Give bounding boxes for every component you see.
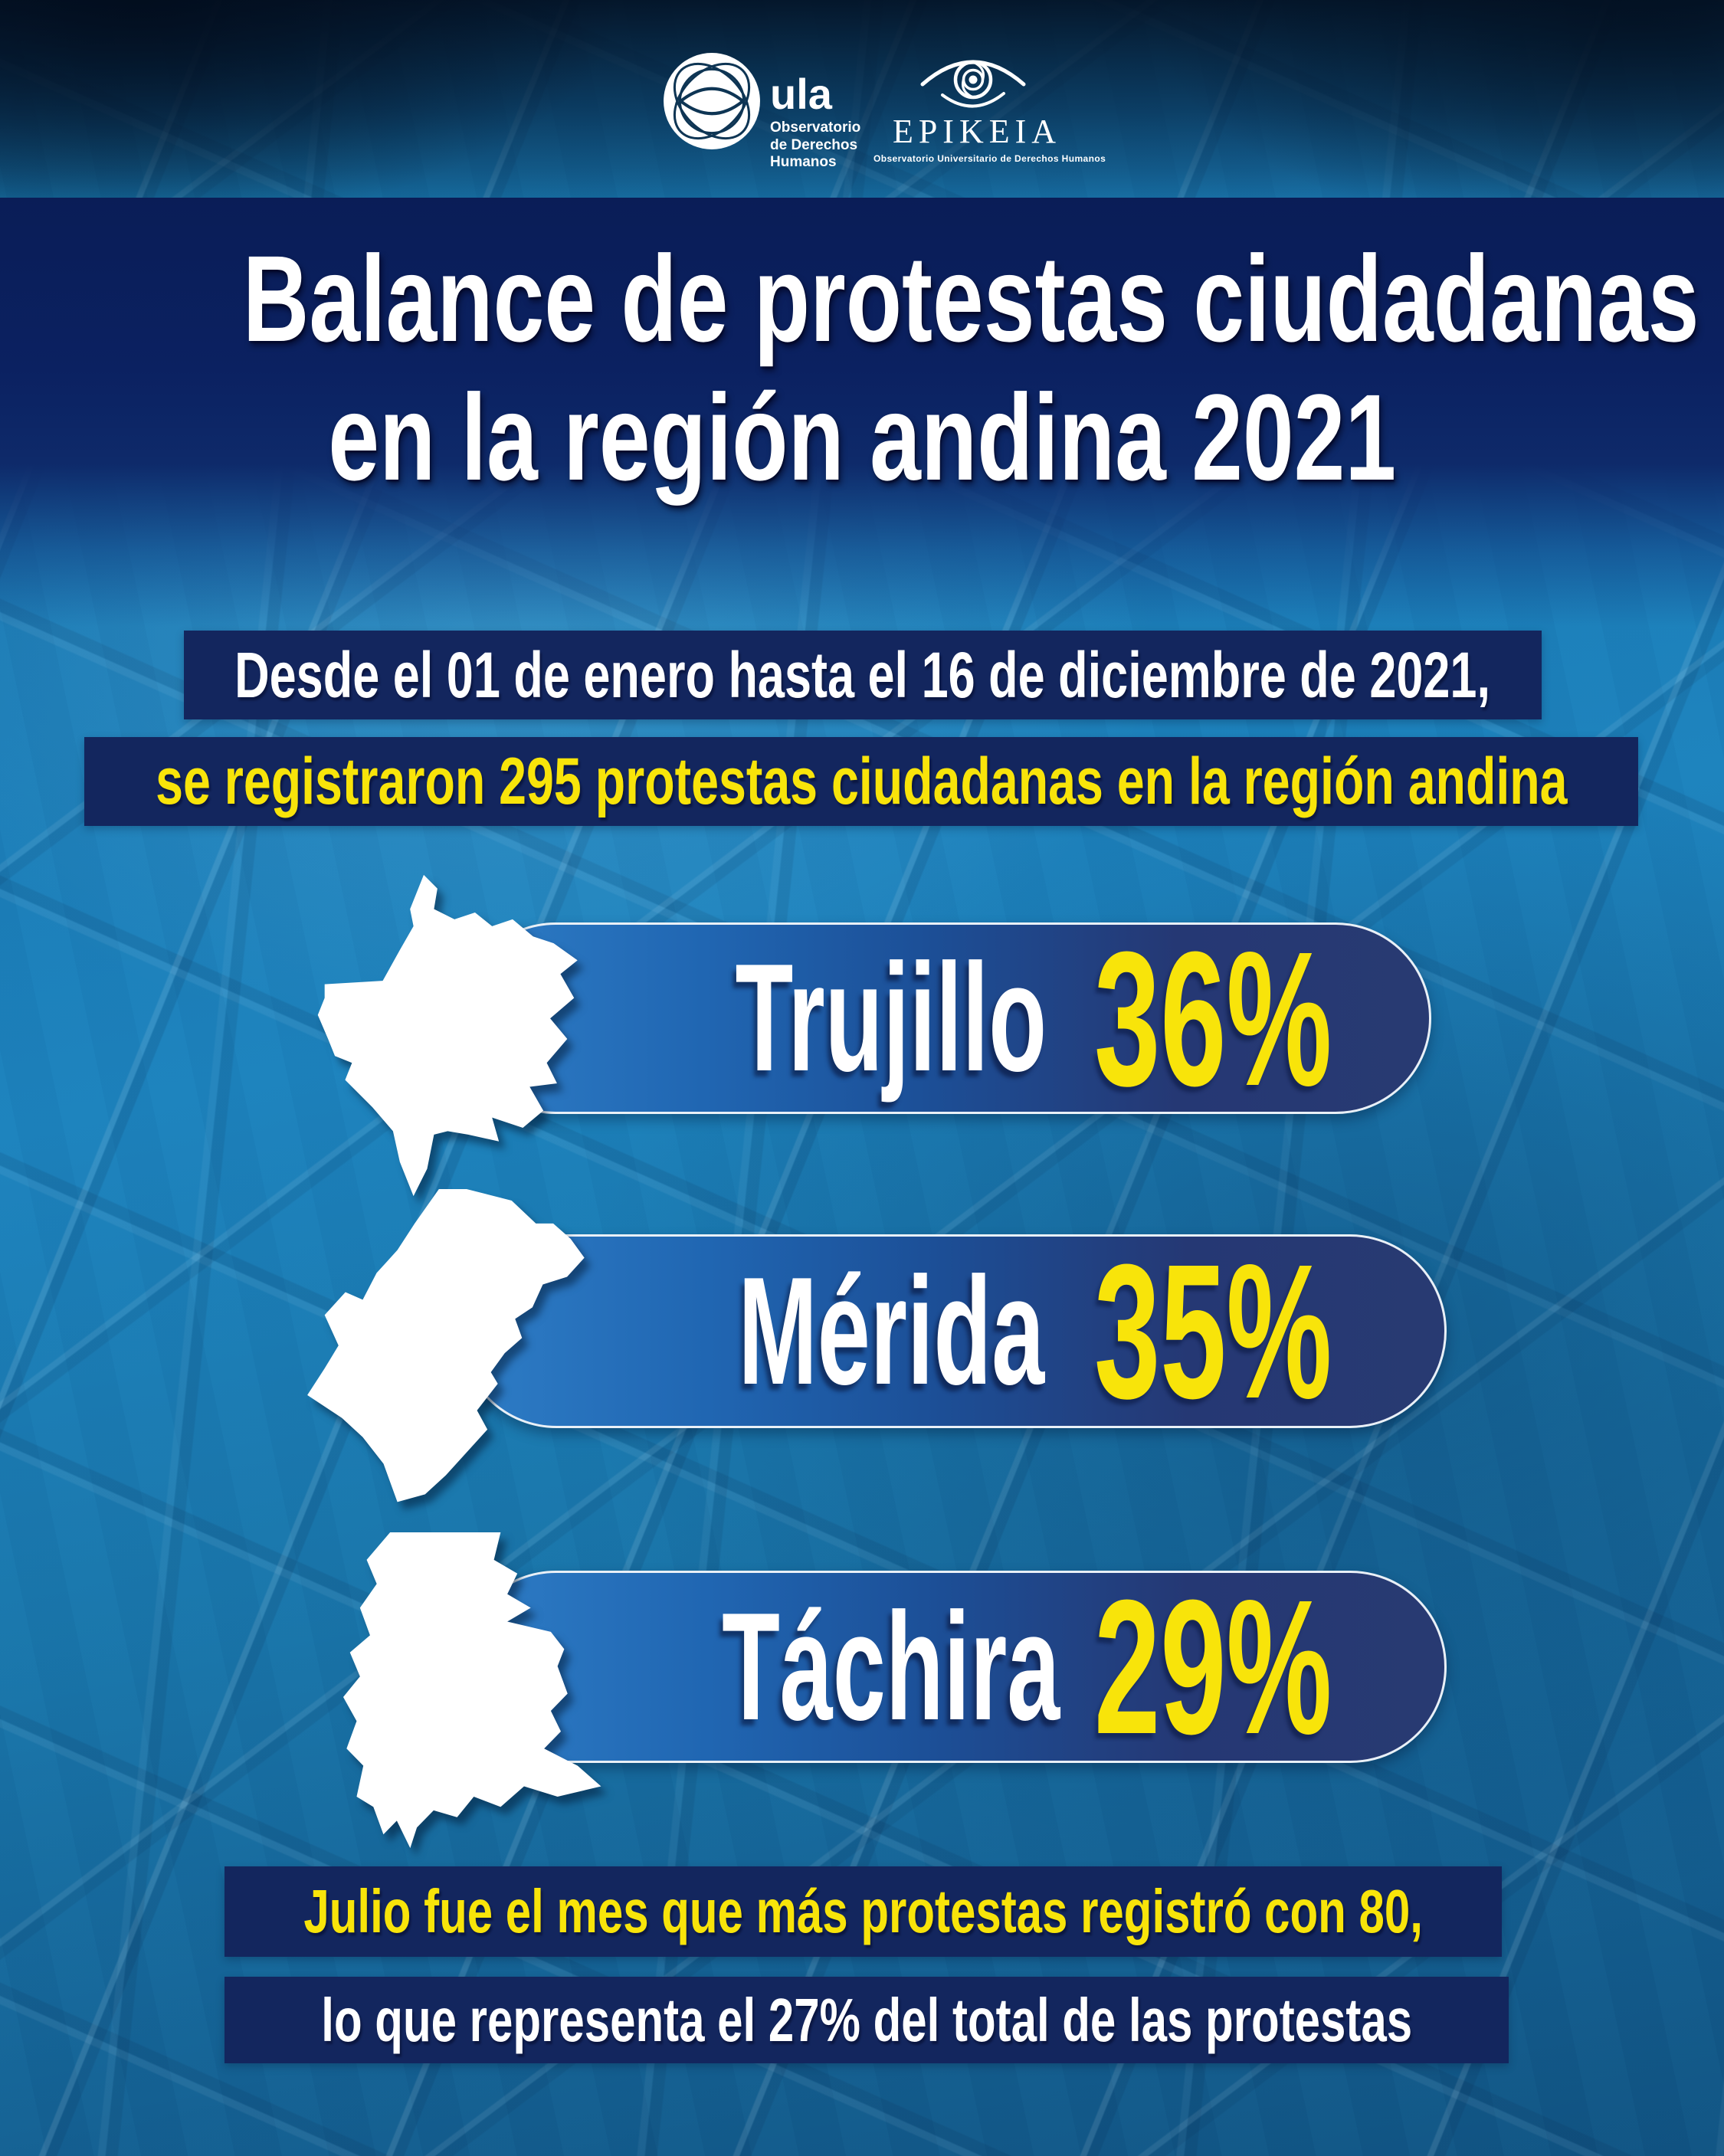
trujillo-map-silhouette xyxy=(297,868,639,1210)
epikeia-eye-icon xyxy=(916,48,1030,110)
title-line-1: Balance de protestas ciudadanas xyxy=(242,230,1699,367)
page-title: Balance de protestas ciudadanas en la re… xyxy=(0,230,1724,507)
epikeia-logo-subtitle: Observatorio Universitario de Derechos H… xyxy=(873,153,1106,164)
intro-text-dates: Desde el 01 de enero hasta el 16 de dici… xyxy=(234,638,1491,711)
footer-panel-share: lo que representa el 27% del total de la… xyxy=(225,1977,1509,2063)
footer-text-share: lo que representa el 27% del total de la… xyxy=(321,1985,1412,2054)
tachira-map-silhouette xyxy=(316,1532,651,1876)
ula-logo-subtitle: Observatorio de Derechos Humanos xyxy=(770,120,860,171)
state-name-label: Mérida xyxy=(738,1245,1044,1417)
tachira-stat-pill: Táchira 29% xyxy=(460,1560,1447,1774)
ula-logo-icon xyxy=(661,51,762,152)
ula-logo-name: ula xyxy=(770,70,832,118)
top-dark-band xyxy=(0,0,1724,198)
title-band xyxy=(0,198,1724,627)
state-name-label: Trujillo xyxy=(735,932,1047,1103)
trujillo-stat-pill: Trujillo 36% xyxy=(460,911,1431,1126)
footer-text-peak-month: Julio fue el mes que más protestas regis… xyxy=(303,1877,1423,1945)
state-percent-label: 35% xyxy=(1093,1224,1332,1438)
intro-panel-dates: Desde el 01 de enero hasta el 16 de dici… xyxy=(184,631,1542,719)
epikeia-logo-name: EPIKEIA xyxy=(892,113,1062,150)
state-percent-label: 29% xyxy=(1093,1560,1332,1774)
ula-sub-line3: Humanos xyxy=(770,154,837,171)
footer-panel-peak-month: Julio fue el mes que más protestas regis… xyxy=(225,1866,1502,1957)
state-percent-label: 36% xyxy=(1093,911,1332,1126)
merida-map-silhouette xyxy=(293,1189,640,1571)
ula-sub-line1: Observatorio xyxy=(770,120,861,136)
ula-sub-line2: de Derechos xyxy=(770,136,858,153)
state-name-label: Táchira xyxy=(722,1581,1060,1752)
merida-stat-pill: Mérida 35% xyxy=(460,1224,1447,1438)
title-line-2: en la región andina 2021 xyxy=(328,368,1396,506)
intro-text-total: se registraron 295 protestas ciudadanas … xyxy=(155,744,1568,818)
intro-panel-total: se registraron 295 protestas ciudadanas … xyxy=(84,737,1638,826)
ula-logo-text: ula Observatorio de Derechos Humanos xyxy=(770,70,860,172)
